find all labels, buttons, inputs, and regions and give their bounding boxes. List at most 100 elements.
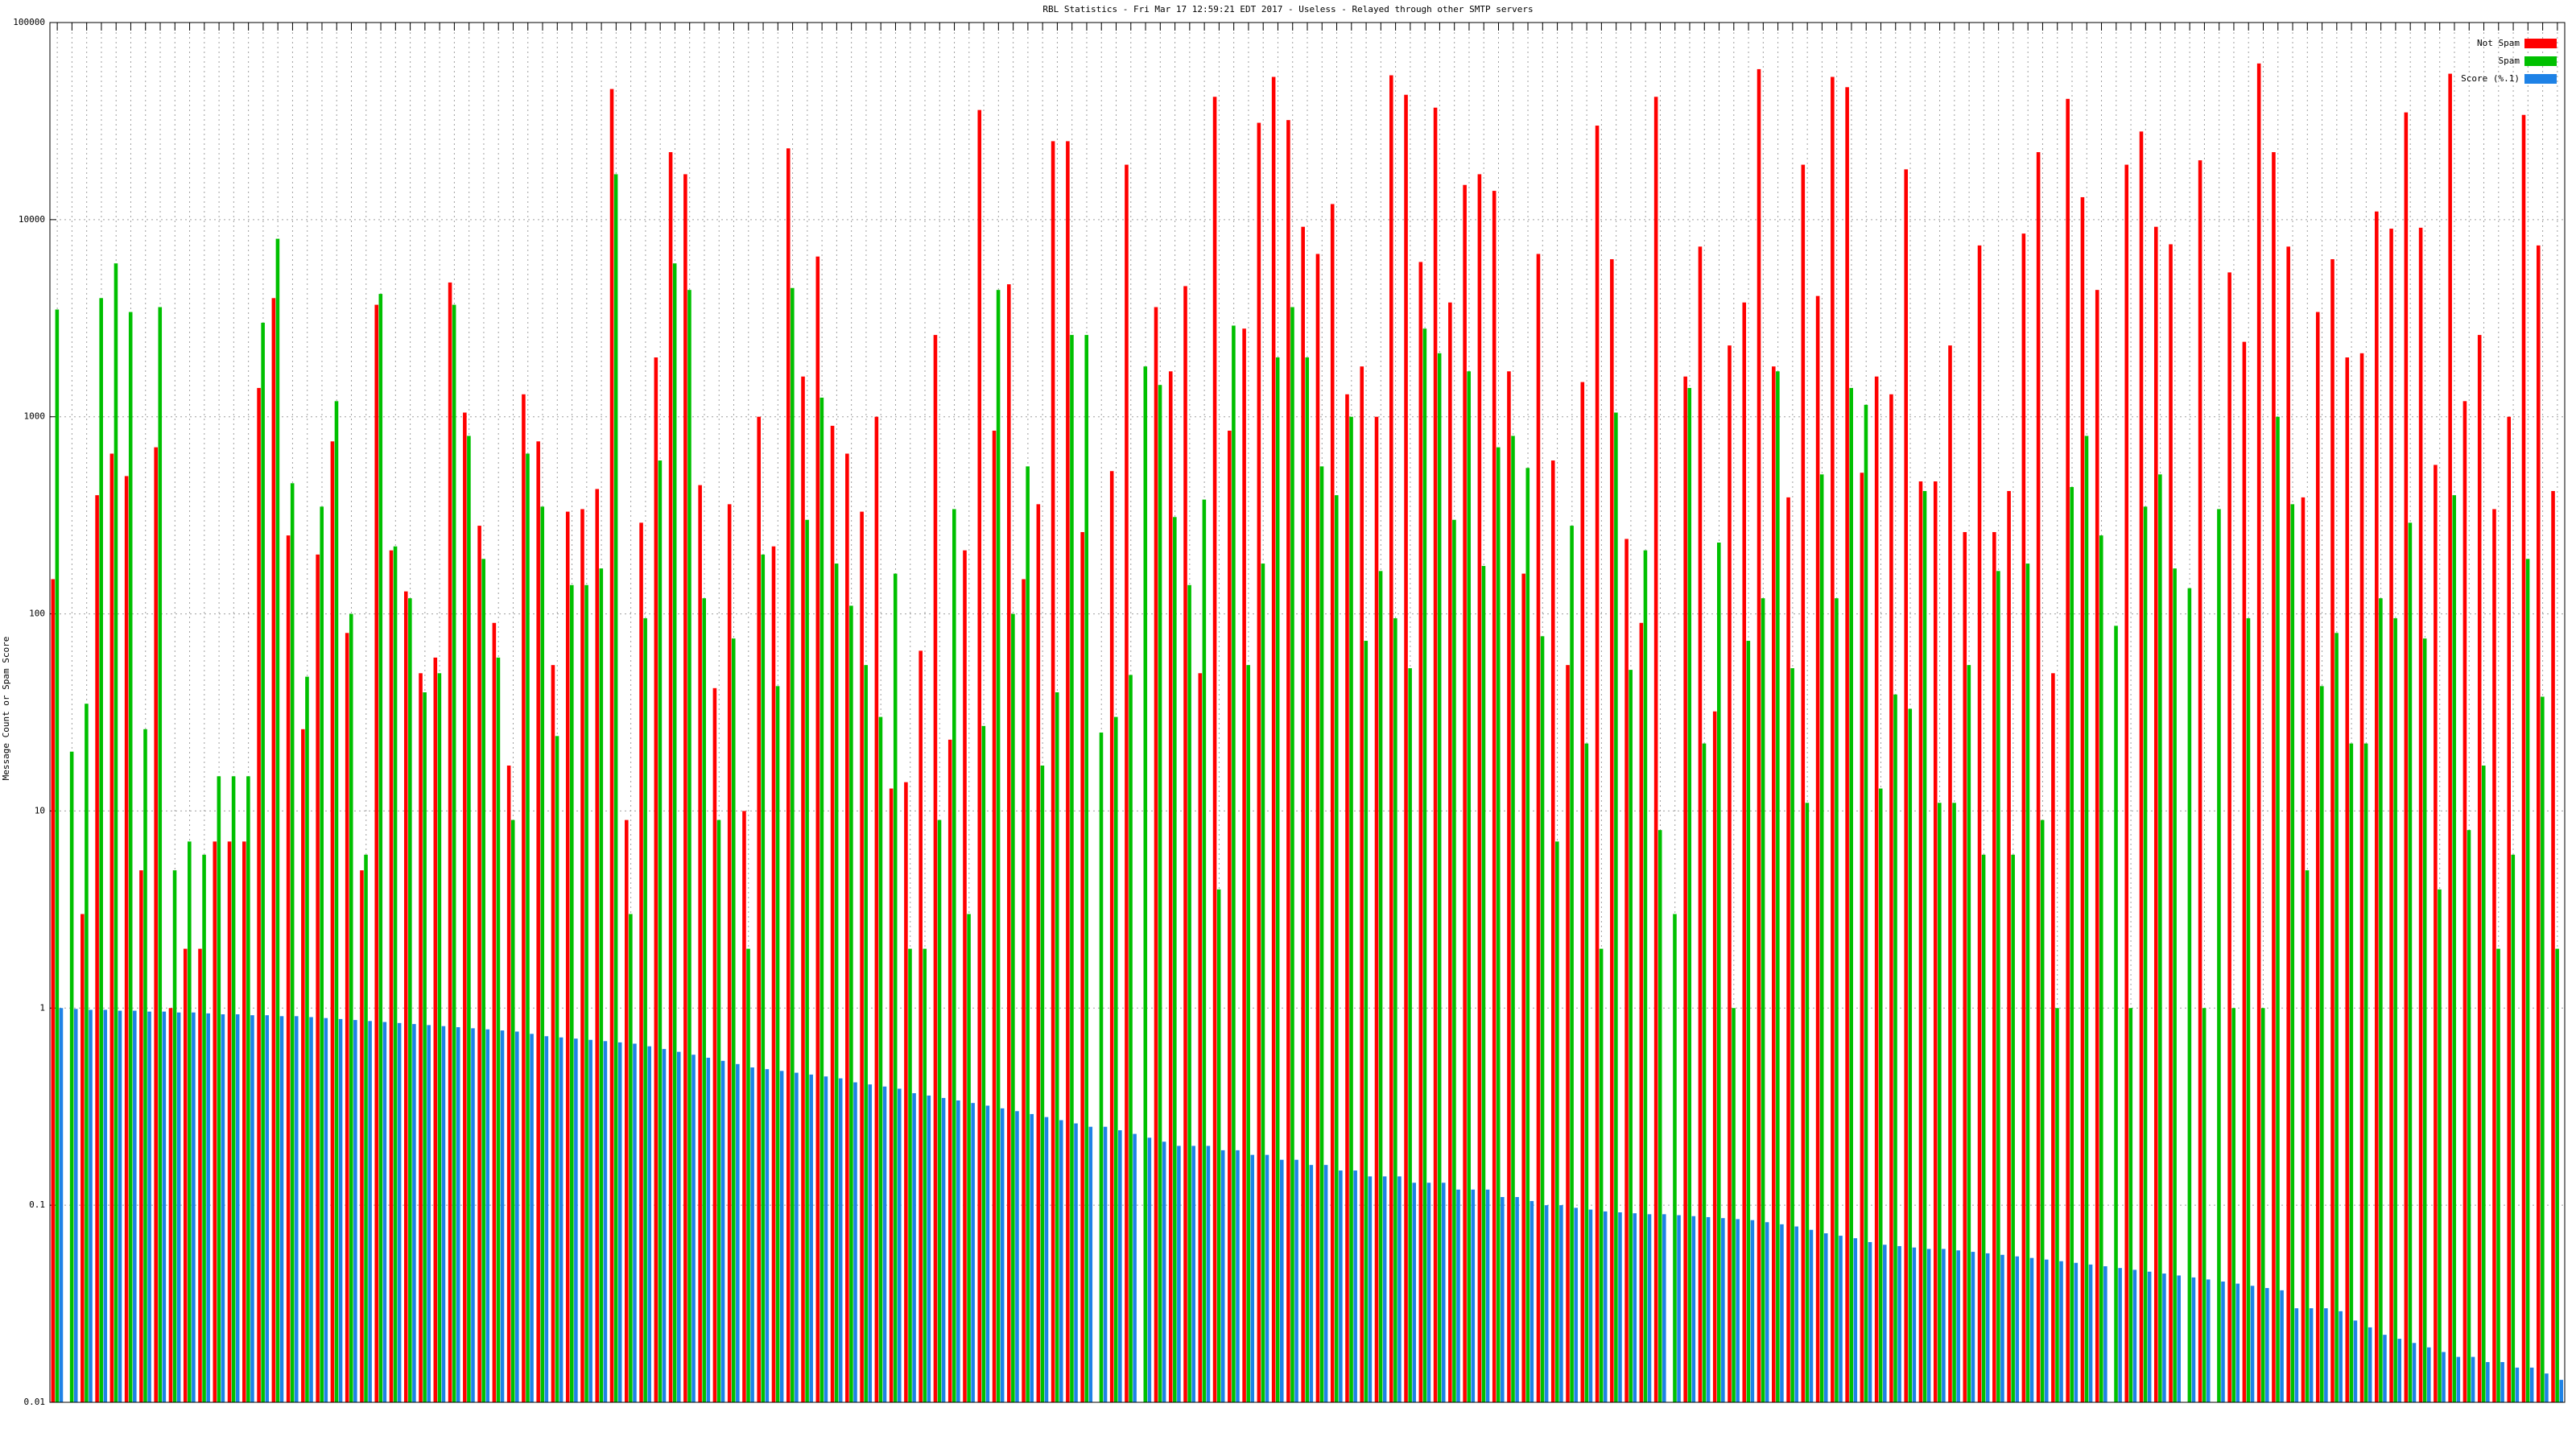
bar bbox=[691, 1055, 696, 1402]
bar bbox=[2055, 1008, 2059, 1402]
bar bbox=[1084, 335, 1088, 1402]
bar bbox=[1996, 571, 2000, 1403]
bar bbox=[805, 519, 809, 1402]
bar bbox=[374, 304, 379, 1402]
bar bbox=[996, 290, 1001, 1403]
bar bbox=[1746, 641, 1751, 1402]
bar bbox=[633, 1043, 637, 1402]
bar bbox=[1815, 295, 1820, 1402]
bar bbox=[536, 441, 540, 1403]
bar bbox=[1382, 1176, 1387, 1402]
bar bbox=[265, 1015, 270, 1402]
bar bbox=[720, 1060, 725, 1402]
bar bbox=[1471, 1189, 1476, 1402]
bar bbox=[330, 441, 335, 1403]
bar bbox=[1232, 325, 1236, 1403]
bar bbox=[853, 1082, 857, 1402]
bar bbox=[433, 657, 438, 1402]
bar bbox=[1257, 122, 1261, 1403]
bar bbox=[1177, 1146, 1181, 1402]
bar bbox=[2555, 948, 2559, 1402]
bar bbox=[815, 256, 820, 1403]
bar bbox=[334, 401, 339, 1403]
bar bbox=[1456, 1189, 1460, 1402]
bar bbox=[1286, 120, 1290, 1402]
bar bbox=[555, 736, 559, 1402]
bar bbox=[1168, 371, 1173, 1402]
bar bbox=[183, 948, 188, 1402]
bar bbox=[1422, 328, 1427, 1402]
legend-label: Not Spam bbox=[2477, 38, 2520, 48]
bar bbox=[687, 290, 691, 1403]
bar bbox=[530, 1034, 534, 1402]
bar bbox=[2521, 114, 2526, 1403]
bar bbox=[809, 1074, 813, 1402]
bar bbox=[2118, 1268, 2122, 1402]
bar bbox=[1977, 245, 1982, 1402]
bar bbox=[629, 914, 633, 1402]
bar bbox=[246, 776, 250, 1402]
bar bbox=[2272, 152, 2276, 1403]
bar bbox=[1309, 1165, 1314, 1402]
bar bbox=[662, 1049, 667, 1402]
bar bbox=[1948, 345, 1952, 1403]
bar bbox=[2559, 1380, 2563, 1402]
bar bbox=[1805, 803, 1810, 1402]
plot-frame bbox=[49, 22, 2566, 1403]
bar bbox=[2191, 1277, 2196, 1402]
bar bbox=[893, 573, 898, 1402]
y-tick-label: 100000 bbox=[13, 17, 45, 27]
bar bbox=[1467, 371, 1471, 1402]
bar bbox=[456, 1027, 460, 1402]
bar bbox=[919, 650, 923, 1402]
bar bbox=[2294, 1308, 2299, 1402]
bar bbox=[85, 704, 89, 1402]
bar bbox=[2290, 504, 2295, 1402]
bar bbox=[757, 416, 762, 1402]
bar bbox=[2095, 290, 2099, 1403]
bar bbox=[1397, 1176, 1402, 1402]
bar bbox=[408, 598, 412, 1402]
bar bbox=[551, 665, 555, 1402]
bar bbox=[1404, 94, 1408, 1403]
bar bbox=[1173, 517, 1177, 1402]
bar bbox=[2029, 1257, 2034, 1402]
bar bbox=[1908, 708, 1913, 1402]
bar bbox=[1683, 376, 1687, 1403]
y-tick-label: 0.01 bbox=[24, 1397, 46, 1407]
bar bbox=[2158, 474, 2162, 1402]
bar bbox=[360, 870, 364, 1402]
bar bbox=[1335, 495, 1339, 1402]
bar bbox=[2375, 211, 2379, 1402]
bar bbox=[1147, 1137, 1152, 1402]
bar bbox=[613, 174, 618, 1403]
bar bbox=[2007, 490, 2011, 1403]
bar bbox=[1044, 1117, 1049, 1402]
bar bbox=[1864, 404, 1868, 1402]
y-tick-label: 1 bbox=[39, 1002, 45, 1013]
bar bbox=[977, 109, 982, 1403]
bar bbox=[485, 1029, 490, 1402]
bar bbox=[1412, 1183, 1416, 1402]
bar bbox=[1878, 788, 1883, 1402]
bar bbox=[2511, 854, 2516, 1402]
bar bbox=[1918, 481, 1923, 1403]
bar bbox=[1647, 1214, 1652, 1402]
y-tick-label: 10 bbox=[35, 805, 45, 815]
bar bbox=[1368, 1176, 1373, 1402]
bar bbox=[364, 854, 368, 1402]
bar bbox=[1750, 1220, 1755, 1402]
bar bbox=[1374, 416, 1379, 1402]
bar bbox=[441, 1026, 446, 1402]
bar bbox=[419, 673, 423, 1402]
bar bbox=[1360, 366, 1364, 1402]
bar bbox=[1261, 564, 1265, 1402]
bar bbox=[1874, 376, 1879, 1403]
bar bbox=[1639, 622, 1644, 1402]
bar bbox=[2084, 436, 2089, 1403]
bar bbox=[382, 1022, 387, 1402]
bar bbox=[1698, 246, 1703, 1403]
bar bbox=[477, 526, 481, 1403]
bar bbox=[1794, 1226, 1798, 1402]
